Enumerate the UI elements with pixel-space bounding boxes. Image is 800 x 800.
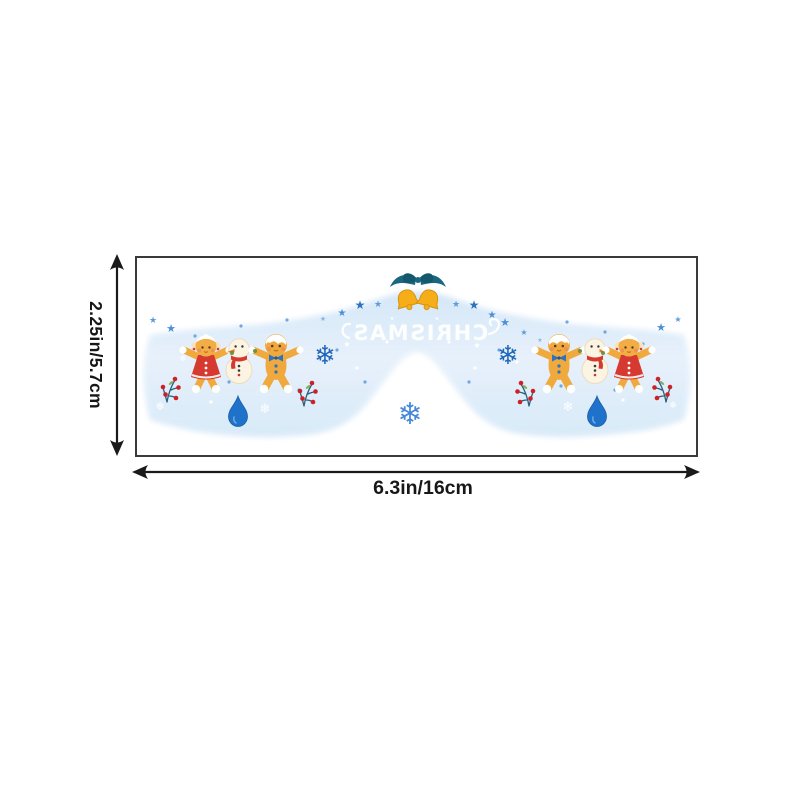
width-label: 6.3in/16cm (373, 477, 473, 499)
star-icon: ★ (166, 322, 176, 335)
sticker-panel: ★ ★ ★ ★ ★ ★ ★ ★ ★ ★ ★ ★ ★ ★ ★ ★ ★ ★ (135, 256, 698, 457)
snowflake-icon: ❄ (563, 400, 574, 415)
star-icon: ★ (500, 316, 510, 329)
star-icon: ★ (473, 341, 480, 350)
frost-band (143, 291, 691, 438)
star-icon: ★ (435, 316, 440, 322)
star-icon: ★ (656, 321, 666, 334)
snowman (225, 338, 253, 384)
snowflake-icon: ❄ (155, 400, 164, 413)
star-icon: ★ (390, 316, 395, 322)
jingle-bells-icon (390, 273, 446, 314)
star-icon: ★ (488, 310, 497, 321)
height-dimension-arrow (110, 254, 124, 456)
snowflake-icon: ❄ (180, 354, 187, 363)
holly-sprigs (230, 349, 605, 355)
star-icon: ★ (374, 300, 382, 310)
star-icon: ★ (537, 337, 542, 344)
star-icon: ★ (674, 315, 681, 324)
height-label: 2.25in/5.7cm (86, 301, 106, 409)
snowflake-icon: ❄ (497, 341, 519, 371)
snowman (581, 338, 609, 384)
width-dimension-arrow (132, 465, 700, 479)
sticker-title: CHRISMAS (341, 317, 501, 345)
star-icon: ★ (520, 328, 527, 337)
star-icon: ★ (452, 300, 460, 310)
snowflake-icon: ❄ (314, 341, 336, 371)
snowflake-icon: ❄ (669, 401, 677, 411)
arrow-down-icon (110, 440, 124, 456)
star-icon: ★ (343, 340, 350, 349)
star-icons: ★ ★ ★ ★ ★ ★ ★ ★ ★ ★ ★ ★ ★ ★ ★ ★ ★ ★ (149, 298, 682, 350)
star-icon: ★ (320, 315, 326, 323)
arrow-up-icon (110, 254, 124, 270)
snowflake-icon: ❄ (260, 402, 271, 417)
star-icon: ★ (469, 298, 480, 312)
sticker-title-text: CHRISMAS (352, 321, 488, 345)
arrow-right-icon (684, 465, 700, 479)
star-icon: ★ (338, 308, 347, 319)
text-swirl (487, 317, 501, 336)
snowflake-icons: ❄ ❄ ❄ ❄ ❄ ❄ ❄ ❄ (155, 341, 676, 432)
star-icon: ★ (149, 316, 157, 326)
sticker-art: ★ ★ ★ ★ ★ ★ ★ ★ ★ ★ ★ ★ ★ ★ ★ ★ ★ ★ (143, 273, 691, 438)
snowflake-icon: ❄ (397, 397, 422, 432)
star-icon: ★ (355, 298, 366, 312)
text-swirl (341, 322, 352, 340)
arrow-left-icon (132, 465, 148, 479)
